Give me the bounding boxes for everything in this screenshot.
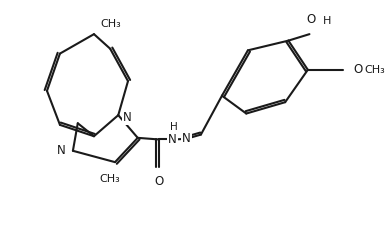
Text: CH₃: CH₃ xyxy=(365,65,385,75)
Text: O: O xyxy=(307,13,316,26)
Text: CH₃: CH₃ xyxy=(100,174,120,184)
Text: H: H xyxy=(323,16,331,26)
Text: N: N xyxy=(182,132,191,145)
Text: O: O xyxy=(154,175,163,188)
Text: H: H xyxy=(170,122,178,132)
Text: O: O xyxy=(353,63,363,76)
Text: CH₃: CH₃ xyxy=(101,20,122,29)
Text: N: N xyxy=(57,144,65,157)
Text: N: N xyxy=(168,133,177,146)
Text: N: N xyxy=(123,111,132,124)
